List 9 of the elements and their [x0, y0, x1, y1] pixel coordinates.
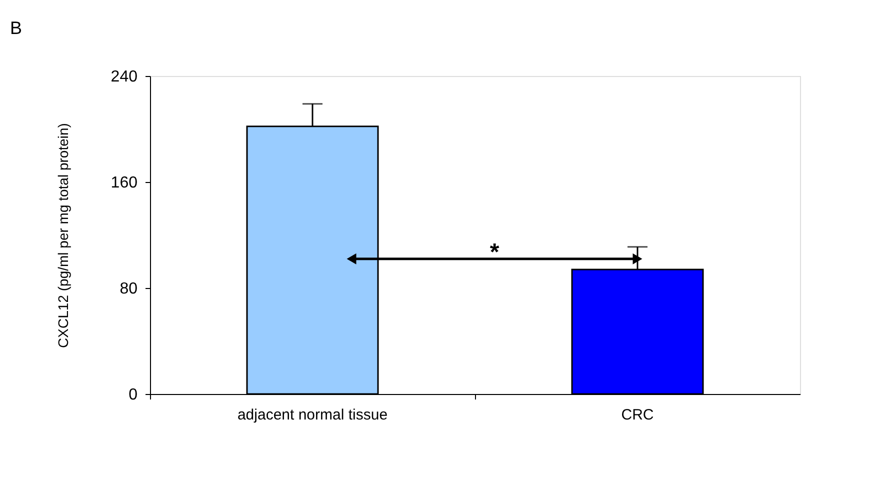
x-tick-label: adjacent normal tissue [237, 406, 388, 424]
y-tick-label: 0 [128, 386, 138, 404]
chart-title: B [10, 18, 22, 38]
x-tick-label: CRC [621, 406, 654, 424]
y-axis-title: CXCL12 (pg/ml per mg total protein) [54, 123, 71, 348]
annotation: * [490, 238, 500, 266]
y-tick-label: 240 [110, 68, 138, 86]
y-tick-label: 80 [120, 280, 138, 298]
y-tick-label: 160 [110, 174, 138, 192]
